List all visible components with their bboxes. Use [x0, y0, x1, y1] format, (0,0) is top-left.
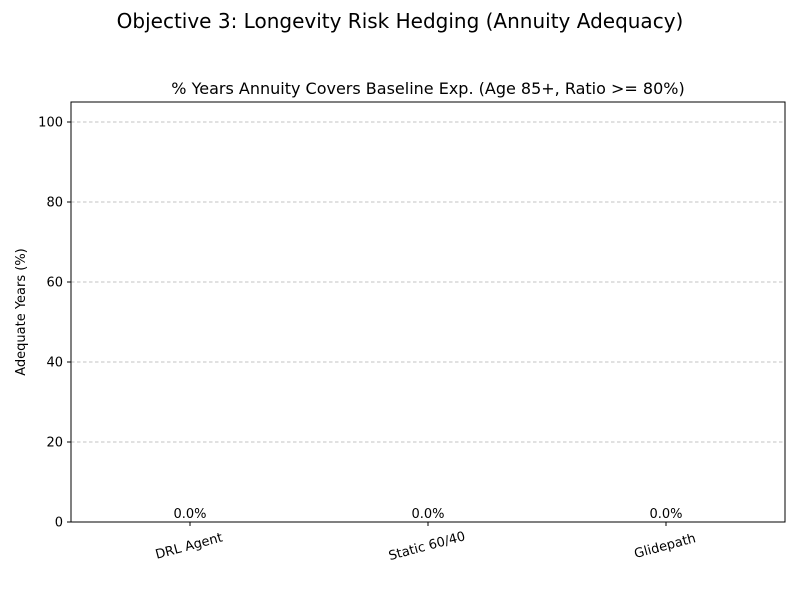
chart-title: % Years Annuity Covers Baseline Exp. (Ag… — [171, 79, 684, 98]
x-tick-label: DRL Agent — [154, 530, 224, 562]
data-labels: 0.0% 0.0% 0.0% — [173, 507, 682, 522]
figure-suptitle: Objective 3: Longevity Risk Hedging (Ann… — [117, 9, 684, 33]
y-tick-label: 0 — [55, 516, 63, 531]
y-axis-label: Adequate Years (%) — [14, 248, 29, 376]
y-axis-ticks: 0 20 40 60 80 100 — [38, 116, 71, 531]
y-tick-label: 20 — [46, 436, 63, 451]
x-axis-ticks: DRL Agent Static 60/40 Glidepath — [154, 522, 698, 564]
bar-value-label: 0.0% — [411, 507, 444, 522]
y-tick-label: 60 — [46, 276, 63, 291]
bar-value-label: 0.0% — [173, 507, 206, 522]
bar-value-label: 0.0% — [649, 507, 682, 522]
x-tick-label: Glidepath — [633, 531, 698, 562]
y-tick-label: 80 — [46, 196, 63, 211]
y-tick-label: 100 — [38, 116, 63, 131]
plot-area-frame — [70, 101, 786, 523]
y-tick-label: 40 — [46, 356, 63, 371]
x-tick-label: Static 60/40 — [387, 529, 467, 564]
gridlines — [71, 121, 785, 443]
